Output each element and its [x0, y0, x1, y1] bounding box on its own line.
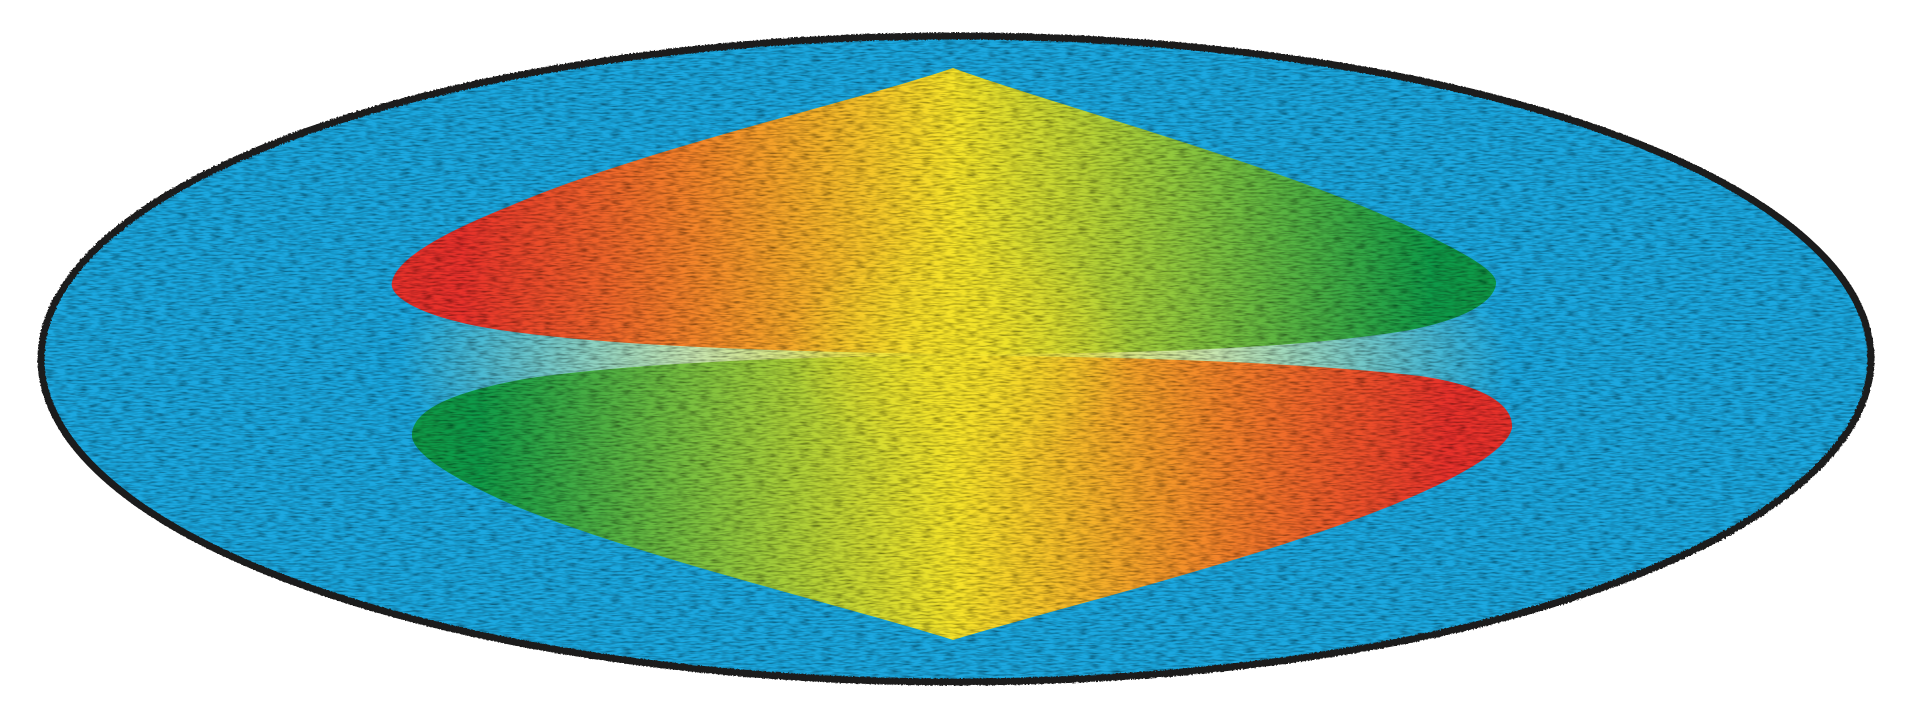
- bottom-left-wedge: [411, 356, 953, 640]
- outer-outline: [37, 32, 1875, 686]
- top-left-wedge: [391, 68, 953, 354]
- center-glow: [788, 232, 1128, 472]
- bottom-right-wedge: [953, 356, 1513, 640]
